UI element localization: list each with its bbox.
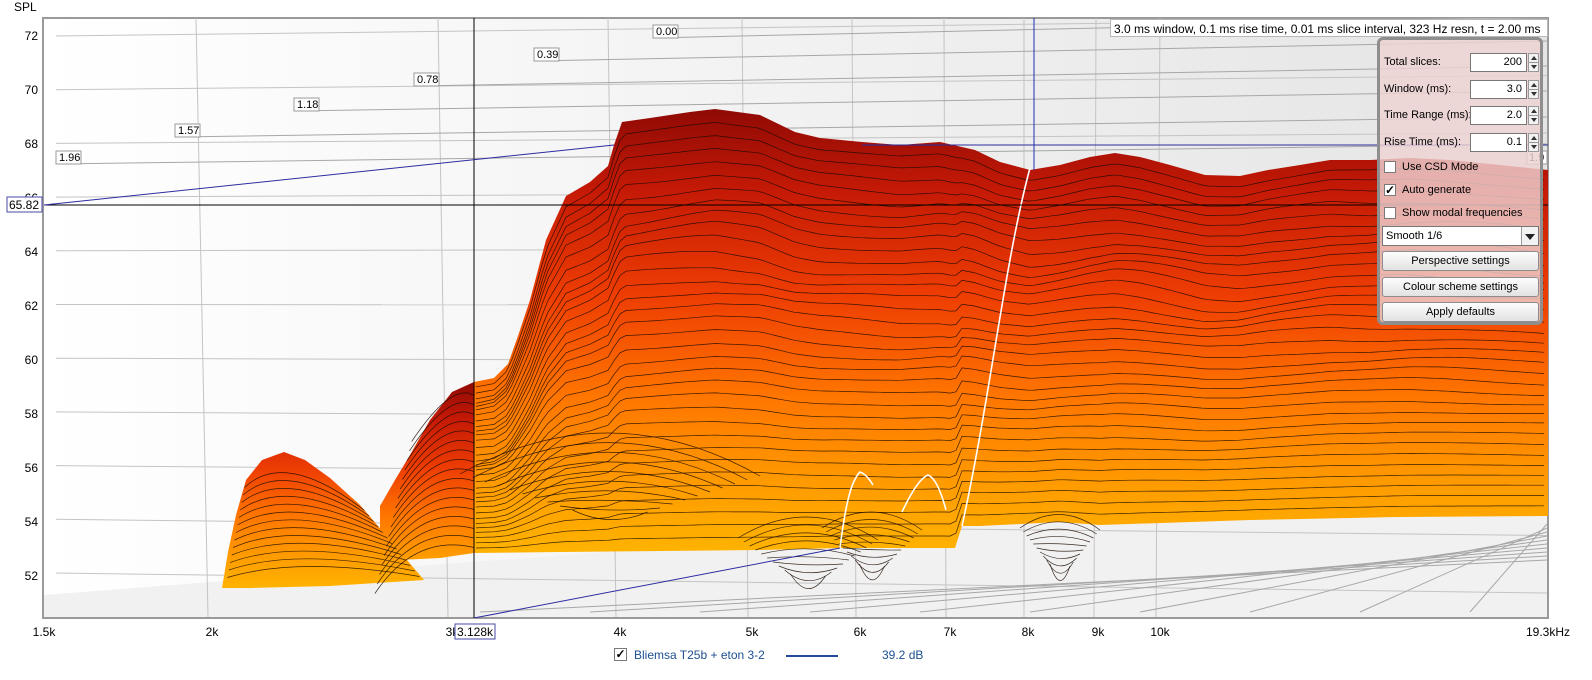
dropdown-arrow-icon[interactable] <box>1521 227 1538 245</box>
rise-time-label: Rise Time (ms): <box>1384 136 1461 148</box>
rise-time-row: Rise Time (ms): 0.1 <box>1384 133 1539 153</box>
waterfall-controls-panel: Total slices: 200 Window (ms): 3.0 Time … <box>1377 37 1543 325</box>
total-slices-label: Total slices: <box>1384 56 1441 68</box>
y-tick-label: 54 <box>25 515 39 529</box>
freq-readout-box <box>454 623 496 640</box>
y-tick-label: 60 <box>25 353 39 367</box>
x-tick-label: 4k <box>614 625 628 639</box>
rise-time-spinner[interactable] <box>1528 133 1539 152</box>
modal-curves <box>839 167 1031 549</box>
waterfall-surface-left <box>222 382 474 588</box>
time-tick-box <box>293 97 320 112</box>
x-tick-label: 6k <box>854 625 868 639</box>
spl-readout: 65.82 <box>9 198 39 212</box>
y-axis-title: SPL <box>14 0 37 14</box>
y-tick-label: 58 <box>25 407 39 421</box>
perspective-settings-button[interactable]: Perspective settings <box>1382 251 1539 271</box>
time-tick-label: 1.96 <box>59 152 80 164</box>
x-tick-label: 9k <box>1092 625 1106 639</box>
y-tick-label: 68 <box>25 137 39 151</box>
total-slices-row: Total slices: 200 <box>1384 53 1539 73</box>
legend-line-swatch <box>786 655 838 657</box>
window-field[interactable]: 3.0 <box>1470 80 1527 99</box>
x-tick-label: 2k <box>206 625 220 639</box>
info-bar: 3.0 ms window, 0.1 ms rise time, 0.01 ms… <box>1110 19 1548 37</box>
freq-readout: 3.128k <box>457 625 494 639</box>
time-tick-label: 1.18 <box>297 99 318 111</box>
x-tick-label: 5k <box>746 625 760 639</box>
time-range-row: Time Range (ms): 2.0 <box>1384 106 1539 126</box>
x-tick-labels: 1.5k 2k 3k 4k 5k 6k 7k 8k 9k 10k 19.3kHz <box>33 625 1570 639</box>
y-tick-label: 62 <box>25 299 39 313</box>
slice-contours <box>227 122 1545 594</box>
window-spinner[interactable] <box>1528 80 1539 99</box>
time-tick-box <box>174 123 201 138</box>
smoothing-dropdown[interactable]: Smooth 1/6 <box>1382 226 1539 246</box>
colour-scheme-settings-button[interactable]: Colour scheme settings <box>1382 277 1539 297</box>
y-tick-label: 56 <box>25 461 39 475</box>
window-row: Window (ms): 3.0 <box>1384 80 1539 100</box>
y-tick-label: 64 <box>25 245 39 259</box>
time-range-label: Time Range (ms): <box>1384 109 1472 121</box>
time-grid-lines <box>55 18 1548 613</box>
rise-time-field[interactable]: 0.1 <box>1470 133 1527 152</box>
time-tick-label: 0.00 <box>656 26 677 38</box>
time-range-field[interactable]: 2.0 <box>1470 106 1527 125</box>
x-tick-label: 19.3kHz <box>1526 625 1570 639</box>
time-tick-label: 1.57 <box>178 125 199 137</box>
legend-checkbox[interactable]: ✓ <box>614 647 627 661</box>
x-tick-label: 8k <box>1022 625 1036 639</box>
time-tick-box <box>55 150 82 165</box>
time-tick-label: 0.39 <box>537 49 558 61</box>
total-slices-field[interactable]: 200 <box>1470 53 1527 72</box>
window-label: Window (ms): <box>1384 83 1452 95</box>
legend-measurement-name[interactable]: Bliemsa T25b + eton 3-2 <box>634 648 765 662</box>
y-tick-labels: 7270686664626058565452 <box>25 29 39 583</box>
time-tick-label: 0.78 <box>417 74 438 86</box>
total-slices-spinner[interactable] <box>1528 53 1539 72</box>
time-tick-box <box>413 72 440 87</box>
time-tick-box <box>652 24 679 39</box>
y-tick-label: 52 <box>25 569 39 583</box>
y-tick-label: 70 <box>25 83 39 97</box>
checkbox-unchecked-icon[interactable] <box>1384 161 1396 173</box>
checkbox-unchecked-icon[interactable] <box>1384 207 1396 219</box>
y-tick-label: 72 <box>25 29 39 43</box>
waterfall-surface-main <box>474 109 1548 553</box>
spl-readout-box <box>6 196 43 213</box>
apply-defaults-button[interactable]: Apply defaults <box>1382 302 1539 322</box>
time-tick-labels: 0.000.390.781.181.571.961.9 <box>55 24 1548 165</box>
x-tick-label: 1.5k <box>33 625 57 639</box>
floor-plane <box>44 508 1547 617</box>
time-range-spinner[interactable] <box>1528 106 1539 125</box>
checkbox-checked-icon[interactable]: ✓ <box>1384 183 1396 197</box>
legend-value: 39.2 dB <box>882 648 924 662</box>
time-tick-box <box>533 47 560 62</box>
x-tick-label: 7k <box>944 625 958 639</box>
x-tick-label: 10k <box>1150 625 1170 639</box>
